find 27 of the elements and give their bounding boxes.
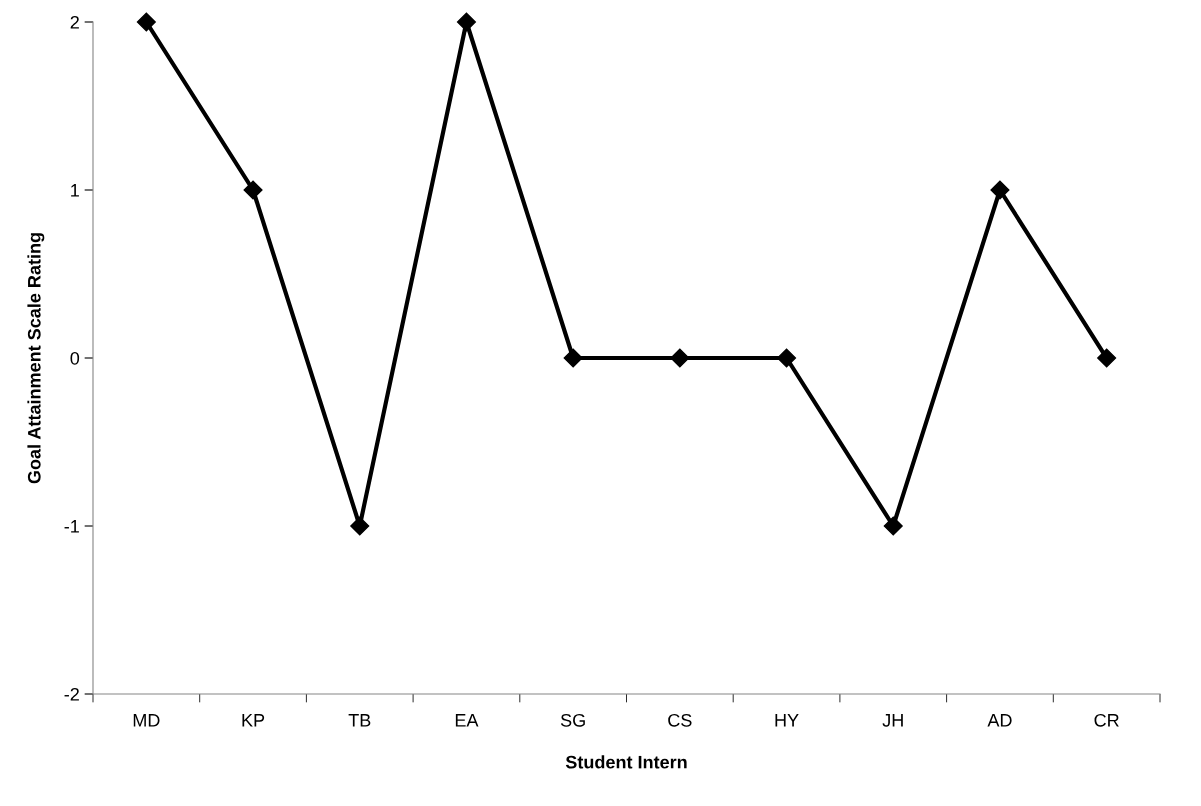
point [990, 180, 1010, 200]
point [670, 348, 690, 368]
x-axis-title: Student Intern [565, 755, 687, 769]
y-tick-label: -2 [64, 687, 79, 701]
point [136, 12, 156, 32]
point [883, 516, 903, 536]
point [777, 348, 797, 368]
x-tick-label: CR [1094, 713, 1119, 727]
x-tick-label: TB [348, 714, 371, 727]
point [456, 12, 476, 32]
y-axis-title: Goal Attainment Scale Rating [27, 233, 45, 484]
y-tick-label: 1 [71, 184, 79, 197]
x-tick-label: JH [882, 714, 903, 727]
x-tick-label: KP [242, 714, 265, 727]
x-tick-label: CS [668, 713, 692, 727]
x-tick-label: HY [775, 714, 799, 727]
y-tick-label: 0 [70, 351, 80, 365]
point [1097, 348, 1117, 368]
point [243, 180, 263, 200]
x-tick-label: AD [987, 714, 1012, 727]
point [563, 348, 583, 368]
y-tick-label: 2 [70, 15, 79, 29]
y-tick-label: -1 [64, 520, 79, 533]
x-tick-label: SG [560, 713, 585, 727]
point [350, 516, 370, 536]
x-tick-label: MD [133, 714, 160, 727]
x-tick-label: EA [455, 714, 479, 727]
